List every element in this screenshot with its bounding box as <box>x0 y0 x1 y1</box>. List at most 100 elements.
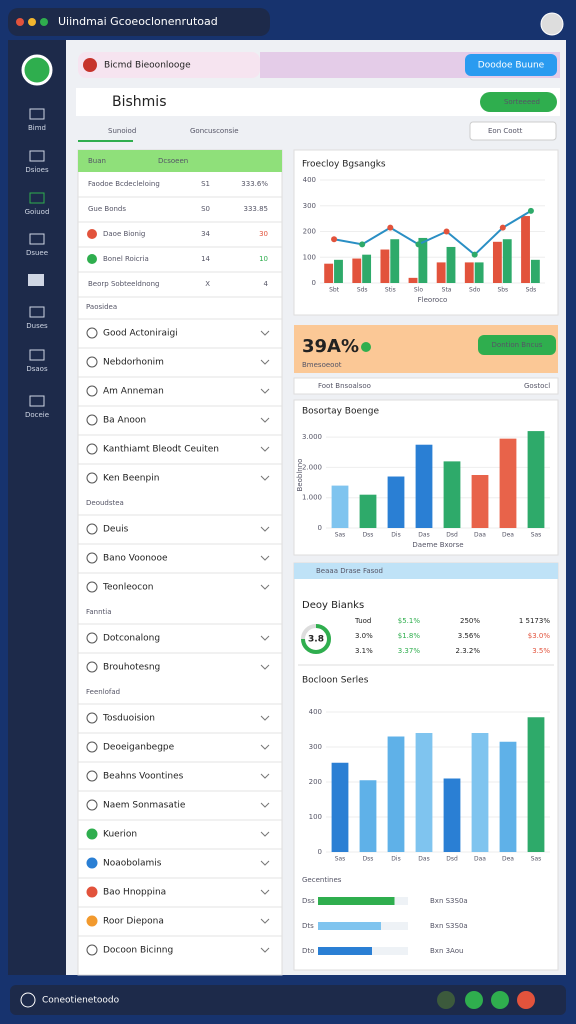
list-item[interactable]: Kanthiamt Bleodt Ceuiten <box>103 445 219 455</box>
chevron[interactable] <box>260 889 270 895</box>
sidebar-label[interactable]: Doceie <box>25 411 49 419</box>
item-icon[interactable] <box>86 385 98 397</box>
item-icon[interactable] <box>86 799 98 811</box>
kpi-button[interactable] <box>478 335 556 355</box>
sidebar-icon[interactable] <box>29 150 45 162</box>
kpi-button-label[interactable]: Dontion Bncus <box>492 341 543 349</box>
footer-button[interactable] <box>437 991 455 1009</box>
list-item[interactable]: Dotconalong <box>103 634 160 644</box>
chevron[interactable] <box>260 446 270 452</box>
logo[interactable] <box>21 54 53 86</box>
chevron[interactable] <box>260 773 270 779</box>
kpi-tab[interactable]: Foot Bnsoalsoo <box>318 382 371 390</box>
search-button[interactable] <box>465 54 557 76</box>
footer-button[interactable] <box>517 991 535 1009</box>
search-box[interactable] <box>78 52 260 78</box>
item-icon[interactable] <box>86 828 98 840</box>
sidebar-icon[interactable] <box>29 233 45 245</box>
item-icon[interactable] <box>86 886 98 898</box>
chevron[interactable] <box>260 664 270 670</box>
chevron[interactable] <box>260 584 270 590</box>
sidebar-label[interactable]: Bimd <box>28 124 46 132</box>
chevron[interactable] <box>260 831 270 837</box>
chevron[interactable] <box>260 715 270 721</box>
filter-label[interactable]: Eon Coott <box>488 127 523 135</box>
list-item[interactable]: Ba Anoon <box>103 416 146 426</box>
line-marker <box>331 236 338 243</box>
sidebar-icon[interactable] <box>29 108 45 120</box>
item-icon[interactable] <box>86 661 98 673</box>
kpi-tab[interactable]: Gostocl <box>524 382 550 390</box>
list-item[interactable]: Naem Sonmasatie <box>103 801 186 811</box>
header-title: Bishmis <box>112 94 166 110</box>
chevron[interactable] <box>260 802 270 808</box>
chevron[interactable] <box>260 359 270 365</box>
list-item[interactable]: Beahns Voontines <box>103 772 184 782</box>
chevron[interactable] <box>260 388 270 394</box>
item-icon[interactable] <box>86 327 98 339</box>
item-icon[interactable] <box>86 552 98 564</box>
item-icon[interactable] <box>86 523 98 535</box>
chevron[interactable] <box>260 918 270 924</box>
list-item[interactable]: Ken Beenpin <box>103 474 159 484</box>
avatar[interactable] <box>540 12 564 36</box>
sidebar-label[interactable]: Duses <box>26 322 48 330</box>
item-icon[interactable] <box>86 857 98 869</box>
item-icon[interactable] <box>86 712 98 724</box>
item-icon[interactable] <box>86 472 98 484</box>
tab[interactable]: Sunoiod <box>108 127 136 135</box>
tab[interactable]: Goncusconsie <box>190 127 239 135</box>
search-button-label[interactable]: Doodoe Buune <box>478 61 545 71</box>
item-icon[interactable] <box>86 443 98 455</box>
chevron[interactable] <box>260 526 270 532</box>
list-item[interactable]: Tosduoision <box>102 714 155 724</box>
item-icon[interactable] <box>86 632 98 644</box>
item-icon[interactable] <box>86 741 98 753</box>
chevron[interactable] <box>260 744 270 750</box>
sidebar-icon[interactable] <box>29 395 45 407</box>
chevron[interactable] <box>260 635 270 641</box>
list-item[interactable]: Good Actoniraigi <box>103 329 178 339</box>
sidebar-label[interactable]: Dsioes <box>25 166 49 174</box>
chevron[interactable] <box>260 860 270 866</box>
sidebar-icon[interactable] <box>29 306 45 318</box>
chevron[interactable] <box>260 947 270 953</box>
sidebar-label[interactable]: Dsuee <box>26 249 48 257</box>
header <box>76 88 560 116</box>
item-icon[interactable] <box>86 944 98 956</box>
item-icon[interactable] <box>86 770 98 782</box>
list-item[interactable]: Deuis <box>103 525 129 535</box>
sidebar-label[interactable]: Goiuod <box>25 208 50 216</box>
list-item[interactable]: Am Anneman <box>103 387 164 397</box>
chevron[interactable] <box>260 475 270 481</box>
footer-button[interactable] <box>491 991 509 1009</box>
list-item[interactable]: Kuerion <box>103 830 137 840</box>
filter[interactable] <box>469 121 557 141</box>
item-icon[interactable] <box>86 414 98 426</box>
bar <box>527 717 545 852</box>
list-item[interactable]: Brouhotesng <box>103 663 160 673</box>
sidebar-icon[interactable] <box>29 349 45 361</box>
footer-button[interactable] <box>465 991 483 1009</box>
list-item[interactable]: Docoon Bicinng <box>103 946 173 956</box>
list-item[interactable]: Nebdorhonim <box>103 358 164 368</box>
list-item[interactable]: Roor Diepona <box>103 917 164 927</box>
table-header <box>78 150 282 172</box>
list-item[interactable]: Bao Hnoppina <box>103 888 166 898</box>
item-icon[interactable] <box>86 581 98 593</box>
bar <box>436 262 446 283</box>
chevron[interactable] <box>260 417 270 423</box>
list-item[interactable]: Noaobolamis <box>103 859 162 869</box>
chevron[interactable] <box>260 555 270 561</box>
header-button[interactable] <box>480 92 557 112</box>
chevron[interactable] <box>260 330 270 336</box>
list-item[interactable]: Deoeiganbegpe <box>103 743 175 753</box>
item-icon[interactable] <box>86 915 98 927</box>
sidebar-icon[interactable] <box>28 274 44 286</box>
list-item[interactable]: Teonleocon <box>102 583 153 593</box>
header-button-label[interactable]: Sorteeeed <box>504 98 540 106</box>
item-icon[interactable] <box>86 356 98 368</box>
list-item[interactable]: Bano Voonooe <box>103 554 168 564</box>
sidebar-label[interactable]: Dsaos <box>26 365 48 373</box>
sidebar-icon[interactable] <box>29 192 45 204</box>
